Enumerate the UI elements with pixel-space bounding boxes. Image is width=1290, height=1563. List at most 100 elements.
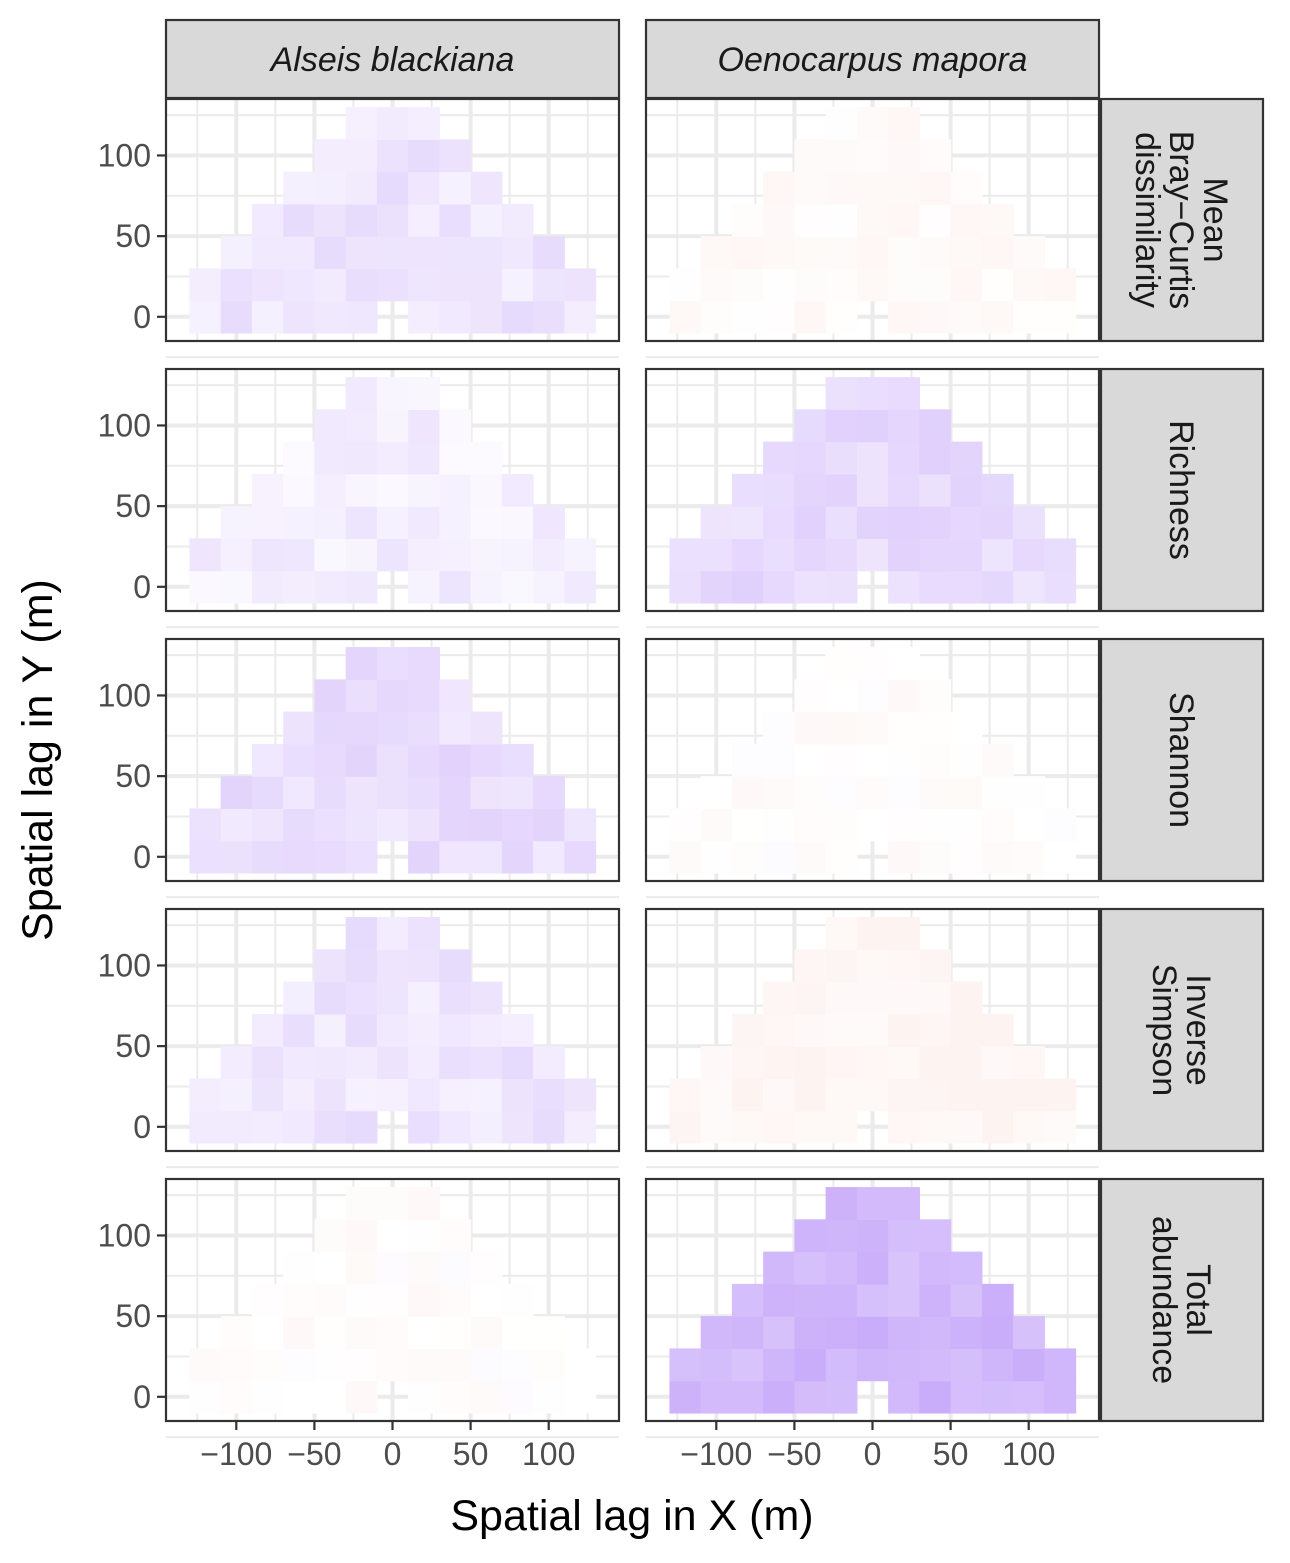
heatmap-tile [564, 268, 597, 302]
heatmap-tile [888, 1110, 920, 1144]
heatmap-tile [408, 808, 440, 842]
heatmap-tile [283, 808, 315, 842]
heatmap-tile [919, 473, 952, 507]
heatmap-tile [470, 1251, 503, 1285]
heatmap-tile [408, 1046, 440, 1079]
y-tick-label: 100 [98, 407, 151, 443]
heatmap-tile [376, 1348, 409, 1382]
heatmap-tile [825, 236, 858, 269]
heatmap-tile [345, 300, 378, 334]
panel-border [164, 97, 621, 343]
heatmap-tile [731, 268, 764, 302]
heatmap-tile [888, 808, 920, 842]
heatmap-tile [533, 1078, 565, 1112]
heatmap-tile [825, 647, 858, 680]
heatmap-tile [439, 538, 472, 572]
heatmap-tile [888, 711, 920, 745]
heatmap-tile [314, 711, 347, 745]
heatmap-tile [981, 473, 1014, 507]
heatmap-tile [314, 268, 347, 302]
heatmap-tile [731, 236, 764, 269]
heatmap-tile [501, 776, 534, 809]
heatmap-tile [439, 1348, 472, 1382]
heatmap-tile [408, 1348, 440, 1382]
heatmap-tile [314, 776, 347, 809]
heatmap-tile [470, 743, 503, 777]
heatmap-tile [763, 1078, 795, 1112]
heatmap-tile [314, 473, 347, 507]
heatmap-tile [856, 268, 889, 302]
heatmap-tile [763, 1348, 795, 1382]
heatmap-tile [794, 808, 827, 842]
heatmap-tile [501, 1316, 534, 1349]
heatmap-tile [950, 203, 983, 237]
heatmap-tile [470, 473, 503, 507]
heatmap-tile [283, 776, 315, 809]
heatmap-tile [408, 949, 440, 983]
heatmap-tile [1013, 840, 1045, 874]
column-strips: Alseis blackiana Oenocarpus mapora [164, 18, 1101, 100]
heatmap-tile [856, 107, 889, 140]
heatmap-tile [533, 840, 565, 874]
heatmap-tile [669, 1110, 702, 1144]
heatmap-tile [314, 981, 347, 1015]
heatmap-tile [1044, 1380, 1077, 1414]
heatmap-tile [220, 1078, 253, 1112]
heatmap-tile [669, 840, 702, 874]
heatmap-tile [314, 139, 347, 173]
heatmap-tile [1044, 840, 1077, 874]
heatmap-tile [408, 171, 440, 205]
y-tick-label: 50 [115, 218, 151, 254]
heatmap-tile [919, 203, 952, 237]
heatmap-tile [533, 1380, 565, 1414]
heatmap-tile [408, 1013, 440, 1047]
heatmap-tile [763, 300, 795, 334]
heatmap-tile [888, 840, 920, 874]
heatmap-tile [345, 949, 378, 983]
heatmap-tile [919, 1348, 952, 1382]
heatmap-tile [919, 441, 952, 475]
heatmap-tile [669, 808, 702, 842]
heatmap-tile [825, 1283, 858, 1317]
heatmap-tile [439, 1110, 472, 1144]
heatmap-tile [376, 171, 409, 205]
x-tick-label: 0 [864, 1436, 882, 1472]
heatmap-tile [856, 981, 889, 1015]
heatmap-tile [856, 506, 889, 539]
heatmap-tile [501, 1110, 534, 1144]
heatmap-tile [950, 268, 983, 302]
heatmap-tile [700, 236, 733, 269]
heatmap-tile [888, 139, 920, 173]
heatmap-tile [950, 1348, 983, 1382]
heatmap-tile [888, 236, 920, 269]
heatmap-tile [856, 679, 889, 713]
heatmap-tile [314, 1110, 347, 1144]
heatmap-tile [825, 1013, 858, 1047]
heatmap-panel-r0-c0 [164, 97, 621, 359]
heatmap-tile [888, 570, 920, 604]
heatmap-tile [408, 441, 440, 475]
heatmap-tile [919, 139, 952, 173]
heatmap-tile [251, 570, 284, 604]
heatmap-tile [1044, 570, 1077, 604]
heatmap-tile [825, 1251, 858, 1285]
heatmap-tile [251, 1316, 284, 1349]
heatmap-tile [189, 570, 222, 604]
heatmap-tile [345, 473, 378, 507]
heatmap-tile [533, 776, 565, 809]
heatmap-tile [439, 1078, 472, 1112]
heatmap-tile [856, 1046, 889, 1079]
heatmap-tile [1013, 570, 1045, 604]
heatmap-tile [376, 1187, 409, 1220]
heatmap-tile [564, 538, 597, 572]
heatmap-tile [1044, 268, 1077, 302]
heatmap-tile [501, 538, 534, 572]
heatmap-tile [856, 917, 889, 950]
x-tick-label: 0 [384, 1436, 402, 1472]
heatmap-tile [919, 949, 952, 983]
heatmap-tile [314, 1283, 347, 1317]
heatmap-tile [345, 377, 378, 410]
heatmap-tile [825, 1187, 858, 1220]
heatmap-tile [439, 743, 472, 777]
heatmap-tile [700, 570, 733, 604]
